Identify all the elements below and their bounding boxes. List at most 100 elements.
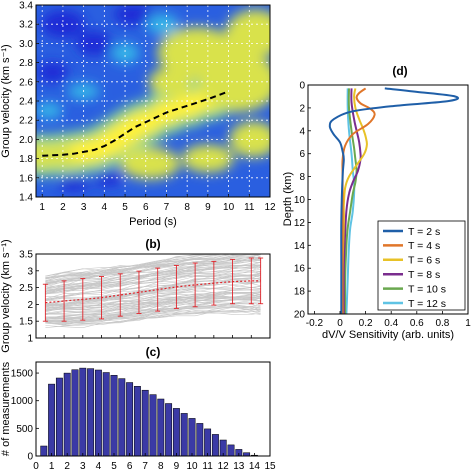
histogram-bar <box>40 445 48 457</box>
panel-label-c: (c) <box>146 345 161 359</box>
x-tick-label: 0 <box>337 318 343 329</box>
x-tick-label: 6 <box>127 461 133 472</box>
y-tick-label: 3.0 <box>19 39 33 50</box>
y-tick-label: 2.6 <box>19 77 33 88</box>
legend-label: T = 4 s <box>408 240 440 252</box>
y-tick-label: 16 <box>294 264 306 275</box>
x-tick-label: 14 <box>249 461 261 472</box>
x-axis-label-a: Period (s) <box>129 216 177 228</box>
x-axis-label-d: dV/V Sensitivity (arb. units) <box>322 329 454 341</box>
heatmap-cell <box>119 147 180 180</box>
x-tick-label: 0.4 <box>384 318 398 329</box>
x-tick-label: 3 <box>80 461 86 472</box>
y-tick-label: 2 <box>299 103 305 114</box>
heatmap-cell <box>225 9 270 58</box>
x-tick-label: 2 <box>64 461 70 472</box>
heatmap-cell <box>111 43 140 63</box>
legend-label: T = 12 s <box>408 298 446 310</box>
legend-label: T = 2 s <box>408 226 440 238</box>
x-tick-label: 1 <box>465 318 471 329</box>
heatmap-cell <box>75 31 112 56</box>
gridlines <box>36 5 270 197</box>
y-tick-label: 2 <box>27 300 33 311</box>
x-tick-label: 0.2 <box>359 318 373 329</box>
sensitivity-curve <box>344 88 358 315</box>
y-tick-label: 1.8 <box>19 154 33 165</box>
legend: T = 2 s T = 4 s T = 6 s T = 8 s T = 10 s T = … <box>377 220 466 311</box>
histogram-bar <box>102 372 110 457</box>
x-tick-label: 11 <box>244 202 255 213</box>
y-tick-label: 2.0 <box>19 135 33 146</box>
y-tick-label: 18 <box>294 287 306 298</box>
x-tick-label: 4 <box>96 461 102 472</box>
heatmap-cell <box>36 62 69 83</box>
histogram-bar <box>165 403 173 457</box>
panel-b: (b) 1 1.5 2 2.5 3 3.5 Group velocity (km s⁻¹) <box>0 237 271 353</box>
histogram-bar <box>227 444 235 457</box>
heatmap-cell <box>57 174 90 191</box>
y-tick-label: 0 <box>299 81 305 92</box>
histogram-bar <box>71 369 79 457</box>
x-tick-label: 9 <box>205 202 211 213</box>
sensitivity-curve <box>328 87 460 314</box>
histogram-bar <box>196 423 204 457</box>
heatmap-cell <box>113 5 154 25</box>
individual-curve <box>45 254 232 279</box>
panel-a: 1 2 3 4 5 6 7 8 9 10 11 12 1.41.61.82.02.22.42.62.8… <box>0 1 276 229</box>
legend-label: T = 10 s <box>408 283 446 295</box>
histogram-bar <box>87 368 95 457</box>
panel-label-b: (b) <box>145 237 160 251</box>
x-tick-label: 10 <box>223 202 235 213</box>
panel-c: (c) 0 1 2 3 4 5 6 7 8 9 10 11 12 13 14 15 050010001500 … <box>0 345 276 472</box>
y-axis-label-d: Depth (km) <box>282 172 294 226</box>
x-tick-label: 2 <box>60 202 66 213</box>
histogram-bar <box>118 378 126 457</box>
histogram-bar <box>211 434 219 457</box>
x-tick-label: 8 <box>158 461 164 472</box>
y-tick-label: 14 <box>294 241 306 252</box>
individual-curve <box>45 254 261 282</box>
x-tick-label: 4 <box>102 202 108 213</box>
heatmap-cell <box>36 102 63 119</box>
legend-label: T = 8 s <box>408 269 440 281</box>
legend-box <box>377 220 466 311</box>
y-tick-label: 2.4 <box>19 97 33 108</box>
x-tick-label: 7 <box>164 202 170 213</box>
histogram-bar <box>94 369 102 457</box>
histogram-bar <box>48 383 56 457</box>
y-tick-label: 1 <box>27 334 33 345</box>
y-tick-label: 6 <box>299 149 305 160</box>
histogram-bar <box>141 389 149 457</box>
heatmap-cell <box>94 169 123 186</box>
x-tick-label: 0.6 <box>410 318 424 329</box>
histogram-bar <box>149 394 157 457</box>
x-tick-label: 12 <box>218 461 230 472</box>
histogram-bar <box>180 413 188 457</box>
individual-curve <box>45 258 261 277</box>
dispersion-curve <box>42 90 229 157</box>
histogram-bar <box>133 386 141 457</box>
y-axis-label-b: Group velocity (km s⁻¹) <box>0 239 12 352</box>
y-tick-label: 3 <box>27 266 33 277</box>
x-tick-label: 10 <box>186 461 198 472</box>
legend-label: T = 6 s <box>408 255 440 267</box>
heatmap-cell <box>229 121 270 158</box>
individual-curve <box>45 312 261 324</box>
x-tick-label: 12 <box>264 202 276 213</box>
heatmap-cell <box>148 67 193 96</box>
x-tick-label: 0 <box>33 461 39 472</box>
x-tick-label: 0.8 <box>435 318 449 329</box>
y-tick-label: 1000 <box>11 396 34 407</box>
x-tick-label: 15 <box>264 461 276 472</box>
y-tick-label: 4 <box>299 126 305 137</box>
x-tick-label: 9 <box>174 461 180 472</box>
y-tick-label: 3.2 <box>19 20 33 31</box>
individual-curve <box>45 310 261 324</box>
y-tick-label: 20 <box>294 310 306 321</box>
individual-curve <box>45 254 226 277</box>
histogram-bar <box>55 377 63 457</box>
y-tick-label: 2.8 <box>19 58 33 69</box>
histogram-bar <box>126 382 134 457</box>
mean-curve <box>45 280 261 304</box>
